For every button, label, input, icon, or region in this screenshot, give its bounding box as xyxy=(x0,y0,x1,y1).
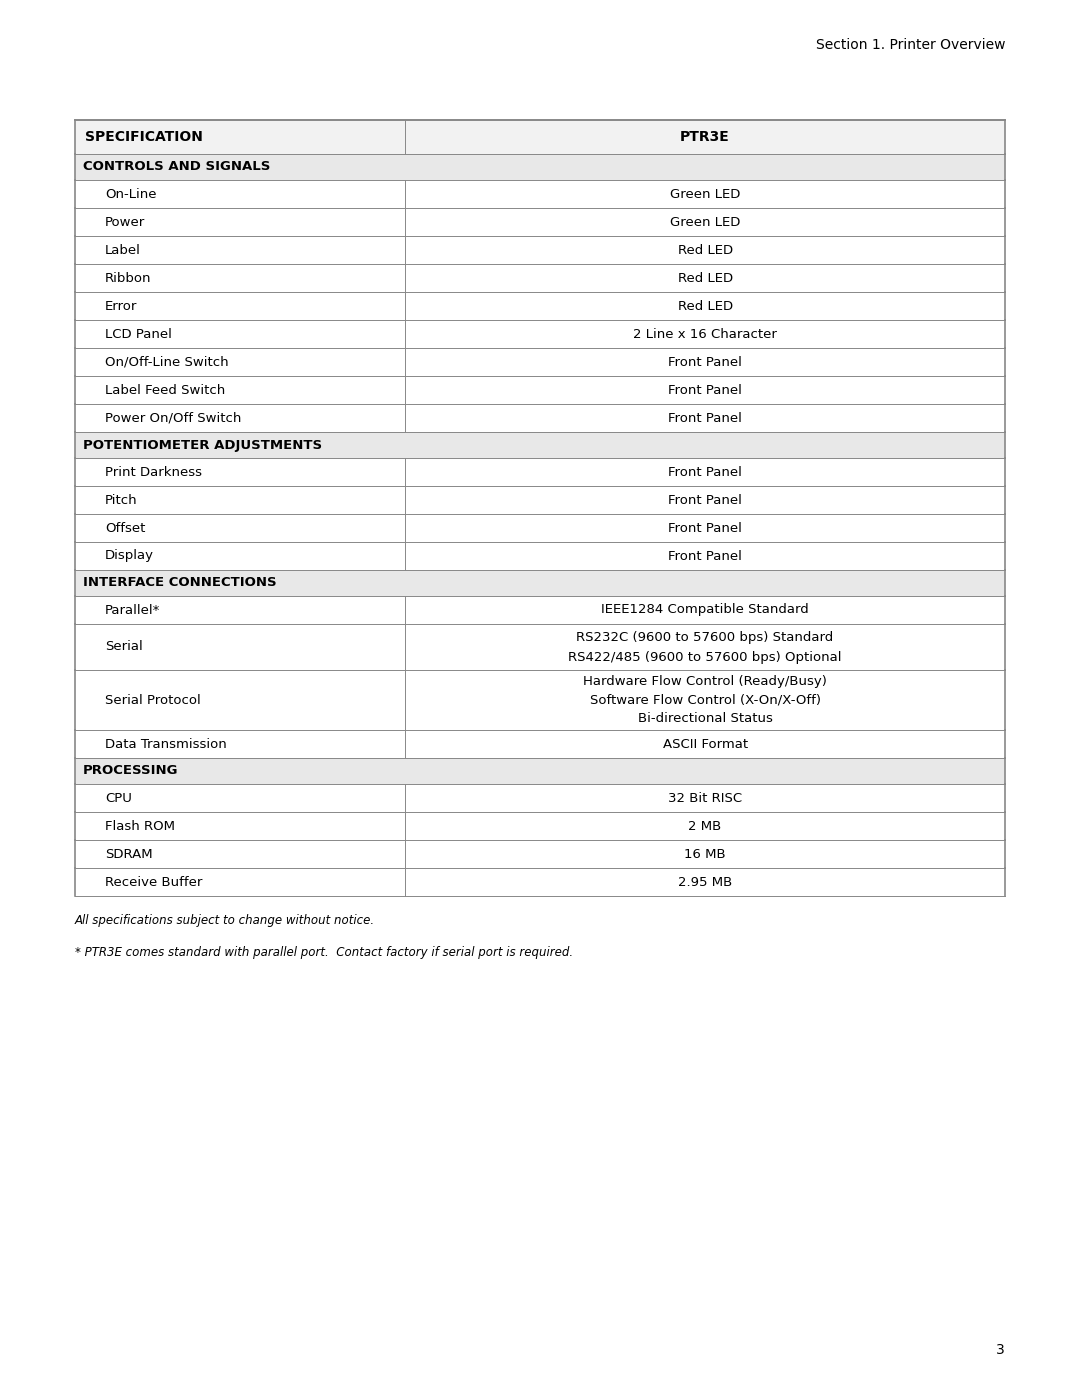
Text: Error: Error xyxy=(105,299,137,313)
Text: SPECIFICATION: SPECIFICATION xyxy=(85,130,203,144)
Bar xyxy=(75,376,1005,404)
Text: Front Panel: Front Panel xyxy=(669,412,742,425)
Text: Receive Buffer: Receive Buffer xyxy=(105,876,202,888)
Text: Front Panel: Front Panel xyxy=(669,465,742,479)
Text: Front Panel: Front Panel xyxy=(669,493,742,507)
Text: Red LED: Red LED xyxy=(677,271,732,285)
Text: CONTROLS AND SIGNALS: CONTROLS AND SIGNALS xyxy=(83,161,270,173)
Bar xyxy=(75,180,1005,208)
Bar xyxy=(75,731,1005,759)
Text: Power On/Off Switch: Power On/Off Switch xyxy=(105,412,241,425)
Bar xyxy=(75,120,1005,154)
Bar xyxy=(75,236,1005,264)
Text: Pitch: Pitch xyxy=(105,493,137,507)
Text: INTERFACE CONNECTIONS: INTERFACE CONNECTIONS xyxy=(83,577,276,590)
Bar xyxy=(75,784,1005,812)
Text: Label Feed Switch: Label Feed Switch xyxy=(105,384,226,397)
Text: Flash ROM: Flash ROM xyxy=(105,820,175,833)
Text: Parallel*: Parallel* xyxy=(105,604,160,616)
Text: 2 MB: 2 MB xyxy=(688,820,721,833)
Text: Front Panel: Front Panel xyxy=(669,355,742,369)
Text: POTENTIOMETER ADJUSTMENTS: POTENTIOMETER ADJUSTMENTS xyxy=(83,439,322,451)
Text: Green LED: Green LED xyxy=(670,187,740,201)
Text: SDRAM: SDRAM xyxy=(105,848,152,861)
Bar xyxy=(75,542,1005,570)
Text: Serial: Serial xyxy=(105,640,143,654)
Text: RS422/485 (9600 to 57600 bps) Optional: RS422/485 (9600 to 57600 bps) Optional xyxy=(568,651,841,664)
Text: PTR3E: PTR3E xyxy=(680,130,730,144)
Bar xyxy=(75,486,1005,514)
Text: Hardware Flow Control (Ready/Busy): Hardware Flow Control (Ready/Busy) xyxy=(583,675,827,689)
Bar xyxy=(75,812,1005,840)
Text: Power: Power xyxy=(105,215,145,229)
Text: * PTR3E comes standard with parallel port.  Contact factory if serial port is re: * PTR3E comes standard with parallel por… xyxy=(75,946,573,958)
Text: 32 Bit RISC: 32 Bit RISC xyxy=(669,792,742,805)
Bar xyxy=(75,320,1005,348)
Text: Front Panel: Front Panel xyxy=(669,521,742,535)
Bar xyxy=(75,154,1005,180)
Text: Ribbon: Ribbon xyxy=(105,271,151,285)
Text: On/Off-Line Switch: On/Off-Line Switch xyxy=(105,355,229,369)
Bar xyxy=(75,432,1005,458)
Bar xyxy=(75,292,1005,320)
Bar xyxy=(75,671,1005,731)
Text: Green LED: Green LED xyxy=(670,215,740,229)
Text: PROCESSING: PROCESSING xyxy=(83,764,178,778)
Text: Data Transmission: Data Transmission xyxy=(105,738,227,750)
Text: All specifications subject to change without notice.: All specifications subject to change wit… xyxy=(75,914,375,928)
Text: Front Panel: Front Panel xyxy=(669,384,742,397)
Text: LCD Panel: LCD Panel xyxy=(105,327,172,341)
Text: RS232C (9600 to 57600 bps) Standard: RS232C (9600 to 57600 bps) Standard xyxy=(577,630,834,644)
Bar xyxy=(75,514,1005,542)
Bar xyxy=(75,264,1005,292)
Text: IEEE1284 Compatible Standard: IEEE1284 Compatible Standard xyxy=(602,604,809,616)
Text: Red LED: Red LED xyxy=(677,243,732,257)
Text: Red LED: Red LED xyxy=(677,299,732,313)
Text: Label: Label xyxy=(105,243,140,257)
Text: ASCII Format: ASCII Format xyxy=(662,738,747,750)
Text: 2.95 MB: 2.95 MB xyxy=(678,876,732,888)
Bar xyxy=(75,404,1005,432)
Text: Display: Display xyxy=(105,549,154,563)
Bar xyxy=(75,570,1005,597)
Bar xyxy=(75,624,1005,671)
Bar xyxy=(75,458,1005,486)
Bar xyxy=(75,868,1005,895)
Text: 16 MB: 16 MB xyxy=(685,848,726,861)
Text: 2 Line x 16 Character: 2 Line x 16 Character xyxy=(633,327,777,341)
Text: Front Panel: Front Panel xyxy=(669,549,742,563)
Text: Section 1. Printer Overview: Section 1. Printer Overview xyxy=(815,38,1005,52)
Text: 3: 3 xyxy=(996,1343,1005,1356)
Bar xyxy=(75,759,1005,784)
Text: Bi-directional Status: Bi-directional Status xyxy=(637,711,772,725)
Text: Serial Protocol: Serial Protocol xyxy=(105,693,201,707)
Bar xyxy=(75,597,1005,624)
Text: Print Darkness: Print Darkness xyxy=(105,465,202,479)
Bar xyxy=(75,348,1005,376)
Text: On-Line: On-Line xyxy=(105,187,157,201)
Text: CPU: CPU xyxy=(105,792,132,805)
Text: Offset: Offset xyxy=(105,521,146,535)
Bar xyxy=(75,208,1005,236)
Bar xyxy=(75,840,1005,868)
Text: Software Flow Control (X-On/X-Off): Software Flow Control (X-On/X-Off) xyxy=(590,693,821,707)
